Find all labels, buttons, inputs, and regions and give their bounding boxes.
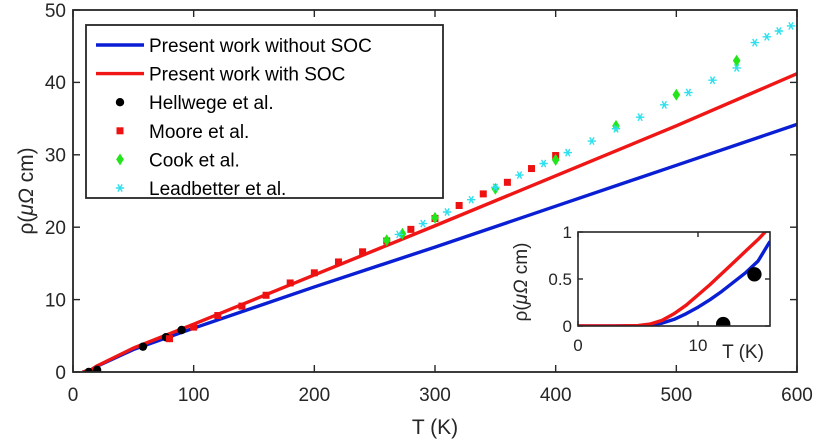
inset-x-ticks: 0 10	[573, 232, 707, 355]
legend-label: Present work without SOC	[149, 36, 372, 57]
inset-series-hellwege-et-al	[716, 267, 762, 326]
inset-y-tick-label: 1	[563, 223, 572, 242]
main-point-leadbetter-et-al-9	[611, 124, 621, 133]
legend-entry-hellwege-et-al: Hellwege et al.	[115, 93, 274, 114]
main-point-moore-et-al-6	[310, 269, 318, 277]
main-series-cook-et-al	[382, 54, 741, 247]
legend-label: Leadbetter et al.	[149, 179, 286, 200]
inset-y-ticks: 00.51	[548, 223, 770, 336]
main-point-leadbetter-et-al-8	[587, 137, 597, 146]
main-y-tick-label: 20	[45, 218, 66, 239]
main-point-hellwege-et-al-1	[92, 365, 102, 372]
main-point-leadbetter-et-al-4	[491, 183, 500, 192]
main-point-leadbetter-et-al-2	[442, 208, 452, 216]
main-point-leadbetter-et-al-18	[786, 21, 796, 30]
legend-swatch-marker	[116, 127, 124, 135]
main-point-moore-et-al-0	[166, 335, 174, 343]
main-point-leadbetter-et-al-0	[394, 230, 403, 239]
main-point-moore-et-al-14	[503, 178, 511, 186]
main-point-cook-et-al-3	[491, 182, 500, 195]
main-point-cook-et-al-1	[398, 227, 407, 240]
main-point-cook-et-al-6	[672, 88, 681, 101]
legend-entries: Present work without SOC Present work wit…	[96, 36, 372, 200]
inset-y-tick-label: 0.5	[548, 270, 572, 289]
legend-swatch-marker	[116, 153, 124, 166]
main-point-leadbetter-et-al-5	[515, 171, 524, 180]
legend-box	[85, 24, 444, 199]
legend-swatch-marker	[115, 184, 125, 192]
inset-plot: 0 10 00.51 T (K) ρ(μΩ cm)	[511, 223, 771, 363]
main-x-ticks: 0 100 200 300 400 500 600	[68, 10, 813, 406]
main-point-cook-et-al-2	[431, 211, 439, 224]
main-y-tick-label: 50	[45, 1, 66, 22]
main-point-moore-et-al-2	[214, 312, 222, 320]
legend-label: Present work with SOC	[149, 65, 345, 86]
main-y-tick-label: 30	[45, 146, 66, 167]
main-y-tick-label: 40	[45, 73, 66, 94]
main-x-tick-label: 600	[781, 385, 813, 406]
main-point-leadbetter-et-al-6	[539, 159, 548, 168]
legend: Present work without SOC Present work wit…	[85, 24, 444, 200]
main-point-leadbetter-et-al-11	[660, 100, 669, 109]
inset-x-tick-label: 10	[689, 336, 708, 355]
main-point-leadbetter-et-al-3	[467, 195, 476, 204]
main-x-tick-label: 500	[660, 385, 692, 406]
main-x-tick-label: 400	[540, 385, 572, 406]
main-point-leadbetter-et-al-15	[750, 38, 759, 47]
inset-y-tick-label: 0	[563, 317, 572, 336]
inset-x-tick-label: 0	[573, 336, 582, 355]
legend-entry-leadbetter-et-al: Leadbetter et al.	[115, 179, 286, 200]
main-point-moore-et-al-1	[190, 323, 198, 331]
legend-entry-cook-et-al: Cook et al.	[116, 150, 240, 171]
main-point-cook-et-al-5	[612, 119, 620, 132]
main-point-leadbetter-et-al-14	[732, 63, 741, 72]
main-point-moore-et-al-5	[286, 279, 294, 287]
main-y-axis-label: ρ(μΩ cm)	[15, 147, 38, 234]
main-point-leadbetter-et-al-1	[418, 219, 428, 228]
main-y-tick-label: 0	[55, 363, 66, 384]
main-point-leadbetter-et-al-12	[684, 88, 693, 97]
main-point-moore-et-al-10	[407, 225, 415, 233]
main-point-hellwege-et-al-4	[177, 325, 186, 335]
main-x-tick-label: 100	[178, 385, 210, 406]
inset-point-hellwege-et-al-0	[716, 316, 731, 326]
legend-entry-present-work-with-soc: Present work with SOC	[96, 65, 345, 86]
main-point-leadbetter-et-al-16	[762, 32, 772, 41]
main-point-moore-et-al-4	[262, 291, 270, 299]
main-point-leadbetter-et-al-17	[774, 27, 784, 35]
inset-x-axis-label: T (K)	[722, 342, 764, 363]
main-x-tick-label: 300	[419, 385, 451, 406]
main-point-leadbetter-et-al-13	[708, 76, 717, 85]
inset-point-hellwege-et-al-1	[747, 267, 762, 282]
legend-label: Cook et al.	[149, 150, 240, 171]
legend-swatch-marker	[115, 98, 125, 107]
main-point-moore-et-al-3	[238, 302, 246, 310]
main-point-hellwege-et-al-0	[84, 367, 93, 372]
main-point-hellwege-et-al-2	[138, 342, 148, 351]
main-x-axis-label: T (K)	[412, 416, 458, 439]
legend-entry-moore-et-al: Moore et al.	[116, 122, 249, 143]
legend-label: Moore et al.	[149, 122, 249, 143]
main-x-tick-label: 200	[298, 385, 330, 406]
legend-entry-present-work-without-soc: Present work without SOC	[96, 36, 372, 57]
main-point-moore-et-al-7	[334, 258, 342, 266]
main-point-leadbetter-et-al-10	[635, 113, 645, 122]
main-y-tick-label: 10	[45, 290, 66, 311]
main-series-leadbetter-et-al	[394, 21, 796, 239]
main-point-moore-et-al-13	[479, 190, 487, 198]
main-point-cook-et-al-4	[551, 153, 560, 166]
legend-label: Hellwege et al.	[149, 93, 274, 114]
main-point-moore-et-al-15	[528, 165, 536, 173]
main-point-cook-et-al-0	[382, 234, 391, 247]
main-point-moore-et-al-12	[455, 201, 463, 209]
main-point-moore-et-al-8	[359, 248, 367, 256]
main-series-group	[82, 21, 797, 372]
main-x-tick-label: 0	[68, 385, 79, 406]
main-point-cook-et-al-7	[732, 54, 741, 67]
main-point-leadbetter-et-al-7	[563, 148, 572, 157]
inset-y-axis-label: ρ(μΩ cm)	[511, 243, 532, 322]
